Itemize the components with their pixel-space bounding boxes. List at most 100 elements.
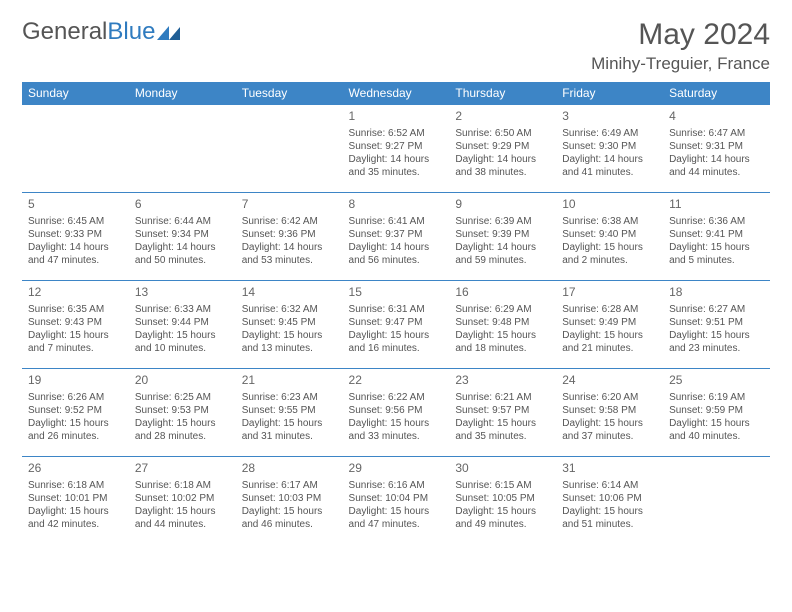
weekday-header: Tuesday bbox=[236, 82, 343, 105]
day-number: 18 bbox=[669, 285, 764, 301]
day-number: 16 bbox=[455, 285, 550, 301]
sunset-text: Sunset: 9:37 PM bbox=[349, 228, 444, 241]
day-number: 26 bbox=[28, 461, 123, 477]
sunrise-text: Sunrise: 6:20 AM bbox=[562, 391, 657, 404]
daylight-text: Daylight: 15 hours and 47 minutes. bbox=[349, 505, 444, 531]
day-number: 14 bbox=[242, 285, 337, 301]
daylight-text: Daylight: 15 hours and 31 minutes. bbox=[242, 417, 337, 443]
sunrise-text: Sunrise: 6:18 AM bbox=[28, 479, 123, 492]
daylight-text: Daylight: 15 hours and 5 minutes. bbox=[669, 241, 764, 267]
sunset-text: Sunset: 9:40 PM bbox=[562, 228, 657, 241]
calendar-cell: 25Sunrise: 6:19 AMSunset: 9:59 PMDayligh… bbox=[663, 369, 770, 457]
daylight-text: Daylight: 14 hours and 50 minutes. bbox=[135, 241, 230, 267]
sunset-text: Sunset: 9:43 PM bbox=[28, 316, 123, 329]
calendar-cell: 5Sunrise: 6:45 AMSunset: 9:33 PMDaylight… bbox=[22, 193, 129, 281]
daylight-text: Daylight: 15 hours and 28 minutes. bbox=[135, 417, 230, 443]
sunset-text: Sunset: 10:02 PM bbox=[135, 492, 230, 505]
daylight-text: Daylight: 15 hours and 13 minutes. bbox=[242, 329, 337, 355]
daylight-text: Daylight: 15 hours and 40 minutes. bbox=[669, 417, 764, 443]
day-number: 13 bbox=[135, 285, 230, 301]
sunset-text: Sunset: 9:52 PM bbox=[28, 404, 123, 417]
calendar-cell: 31Sunrise: 6:14 AMSunset: 10:06 PMDaylig… bbox=[556, 457, 663, 545]
sunset-text: Sunset: 9:47 PM bbox=[349, 316, 444, 329]
sunrise-text: Sunrise: 6:42 AM bbox=[242, 215, 337, 228]
calendar-cell: 8Sunrise: 6:41 AMSunset: 9:37 PMDaylight… bbox=[343, 193, 450, 281]
calendar-cell: 2Sunrise: 6:50 AMSunset: 9:29 PMDaylight… bbox=[449, 105, 556, 193]
day-number: 22 bbox=[349, 373, 444, 389]
calendar-cell: 6Sunrise: 6:44 AMSunset: 9:34 PMDaylight… bbox=[129, 193, 236, 281]
calendar-cell bbox=[663, 457, 770, 545]
daylight-text: Daylight: 15 hours and 35 minutes. bbox=[455, 417, 550, 443]
sunset-text: Sunset: 9:36 PM bbox=[242, 228, 337, 241]
sunrise-text: Sunrise: 6:28 AM bbox=[562, 303, 657, 316]
sunset-text: Sunset: 9:29 PM bbox=[455, 140, 550, 153]
day-number: 12 bbox=[28, 285, 123, 301]
sunrise-text: Sunrise: 6:26 AM bbox=[28, 391, 123, 404]
day-number: 9 bbox=[455, 197, 550, 213]
day-number: 29 bbox=[349, 461, 444, 477]
daylight-text: Daylight: 15 hours and 16 minutes. bbox=[349, 329, 444, 355]
daylight-text: Daylight: 15 hours and 10 minutes. bbox=[135, 329, 230, 355]
daylight-text: Daylight: 15 hours and 18 minutes. bbox=[455, 329, 550, 355]
header: GeneralBlue May 2024 Minihy-Treguier, Fr… bbox=[22, 18, 770, 74]
sunset-text: Sunset: 9:31 PM bbox=[669, 140, 764, 153]
calendar-row: 12 Sunrise: 6:35 AMSunset: 9:43 PM Dayligh… bbox=[22, 281, 770, 369]
weekday-header: Sunday bbox=[22, 82, 129, 105]
logo-text-2: Blue bbox=[107, 18, 155, 46]
calendar-cell bbox=[22, 105, 129, 193]
calendar-cell: 16 Sunrise: 6:29 AMSunset: 9:48 PMDayligh… bbox=[449, 281, 556, 369]
weekday-header: Friday bbox=[556, 82, 663, 105]
calendar-cell: 24Sunrise: 6:20 AMSunset: 9:58 PMDayligh… bbox=[556, 369, 663, 457]
calendar-cell bbox=[236, 105, 343, 193]
calendar-cell: 17Sunrise: 6:28 AMSunset: 9:49 PMDayligh… bbox=[556, 281, 663, 369]
daylight-text: Daylight: 14 hours and 59 minutes. bbox=[455, 241, 550, 267]
day-number: 31 bbox=[562, 461, 657, 477]
sunrise-text: Sunrise: 6:52 AM bbox=[349, 127, 444, 140]
sunset-text: Sunset: 10:06 PM bbox=[562, 492, 657, 505]
sunrise-text: Sunrise: 6:29 AM bbox=[455, 303, 550, 316]
day-number: 1 bbox=[349, 109, 444, 125]
sunrise-text: Sunrise: 6:15 AM bbox=[455, 479, 550, 492]
sunrise-text: Sunrise: 6:50 AM bbox=[455, 127, 550, 140]
sunset-text: Sunset: 9:30 PM bbox=[562, 140, 657, 153]
calendar-cell: 28Sunrise: 6:17 AMSunset: 10:03 PMDaylig… bbox=[236, 457, 343, 545]
calendar-cell: 27Sunrise: 6:18 AMSunset: 10:02 PMDaylig… bbox=[129, 457, 236, 545]
daylight-text: Daylight: 14 hours and 41 minutes. bbox=[562, 153, 657, 179]
sunrise-text: Sunrise: 6:16 AM bbox=[349, 479, 444, 492]
day-number: 8 bbox=[349, 197, 444, 213]
daylight-text: Daylight: 14 hours and 44 minutes. bbox=[669, 153, 764, 179]
daylight-text: Daylight: 14 hours and 38 minutes. bbox=[455, 153, 550, 179]
sunrise-text: Sunrise: 6:25 AM bbox=[135, 391, 230, 404]
calendar-cell: 13Sunrise: 6:33 AMSunset: 9:44 PMDayligh… bbox=[129, 281, 236, 369]
sunrise-text: Sunrise: 6:14 AM bbox=[562, 479, 657, 492]
calendar-cell: 4Sunrise: 6:47 AMSunset: 9:31 PMDaylight… bbox=[663, 105, 770, 193]
weekday-header: Wednesday bbox=[343, 82, 450, 105]
day-number: 7 bbox=[242, 197, 337, 213]
sunset-text: Sunset: 9:57 PM bbox=[455, 404, 550, 417]
weekday-header: Thursday bbox=[449, 82, 556, 105]
sunrise-text: Sunrise: 6:35 AM bbox=[28, 303, 123, 316]
sunset-text: Sunset: 10:05 PM bbox=[455, 492, 550, 505]
calendar-cell: 20Sunrise: 6:25 AMSunset: 9:53 PMDayligh… bbox=[129, 369, 236, 457]
sunset-text: Sunset: 9:33 PM bbox=[28, 228, 123, 241]
daylight-text: Daylight: 15 hours and 44 minutes. bbox=[135, 505, 230, 531]
sunrise-text: Sunrise: 6:19 AM bbox=[669, 391, 764, 404]
day-number: 10 bbox=[562, 197, 657, 213]
logo: GeneralBlue bbox=[22, 18, 183, 46]
calendar-cell bbox=[129, 105, 236, 193]
sunset-text: Sunset: 9:48 PM bbox=[455, 316, 550, 329]
sunrise-text: Sunrise: 6:47 AM bbox=[669, 127, 764, 140]
sunset-text: Sunset: 9:55 PM bbox=[242, 404, 337, 417]
sunrise-text: Sunrise: 6:49 AM bbox=[562, 127, 657, 140]
weekday-header: Monday bbox=[129, 82, 236, 105]
calendar-cell: 30Sunrise: 6:15 AMSunset: 10:05 PMDaylig… bbox=[449, 457, 556, 545]
daylight-text: Daylight: 14 hours and 47 minutes. bbox=[28, 241, 123, 267]
day-number: 5 bbox=[28, 197, 123, 213]
sunset-text: Sunset: 9:59 PM bbox=[669, 404, 764, 417]
day-number: 6 bbox=[135, 197, 230, 213]
sunrise-text: Sunrise: 6:41 AM bbox=[349, 215, 444, 228]
sunrise-text: Sunrise: 6:44 AM bbox=[135, 215, 230, 228]
calendar-cell: 11Sunrise: 6:36 AMSunset: 9:41 PMDayligh… bbox=[663, 193, 770, 281]
sunrise-text: Sunrise: 6:38 AM bbox=[562, 215, 657, 228]
day-number: 11 bbox=[669, 197, 764, 213]
